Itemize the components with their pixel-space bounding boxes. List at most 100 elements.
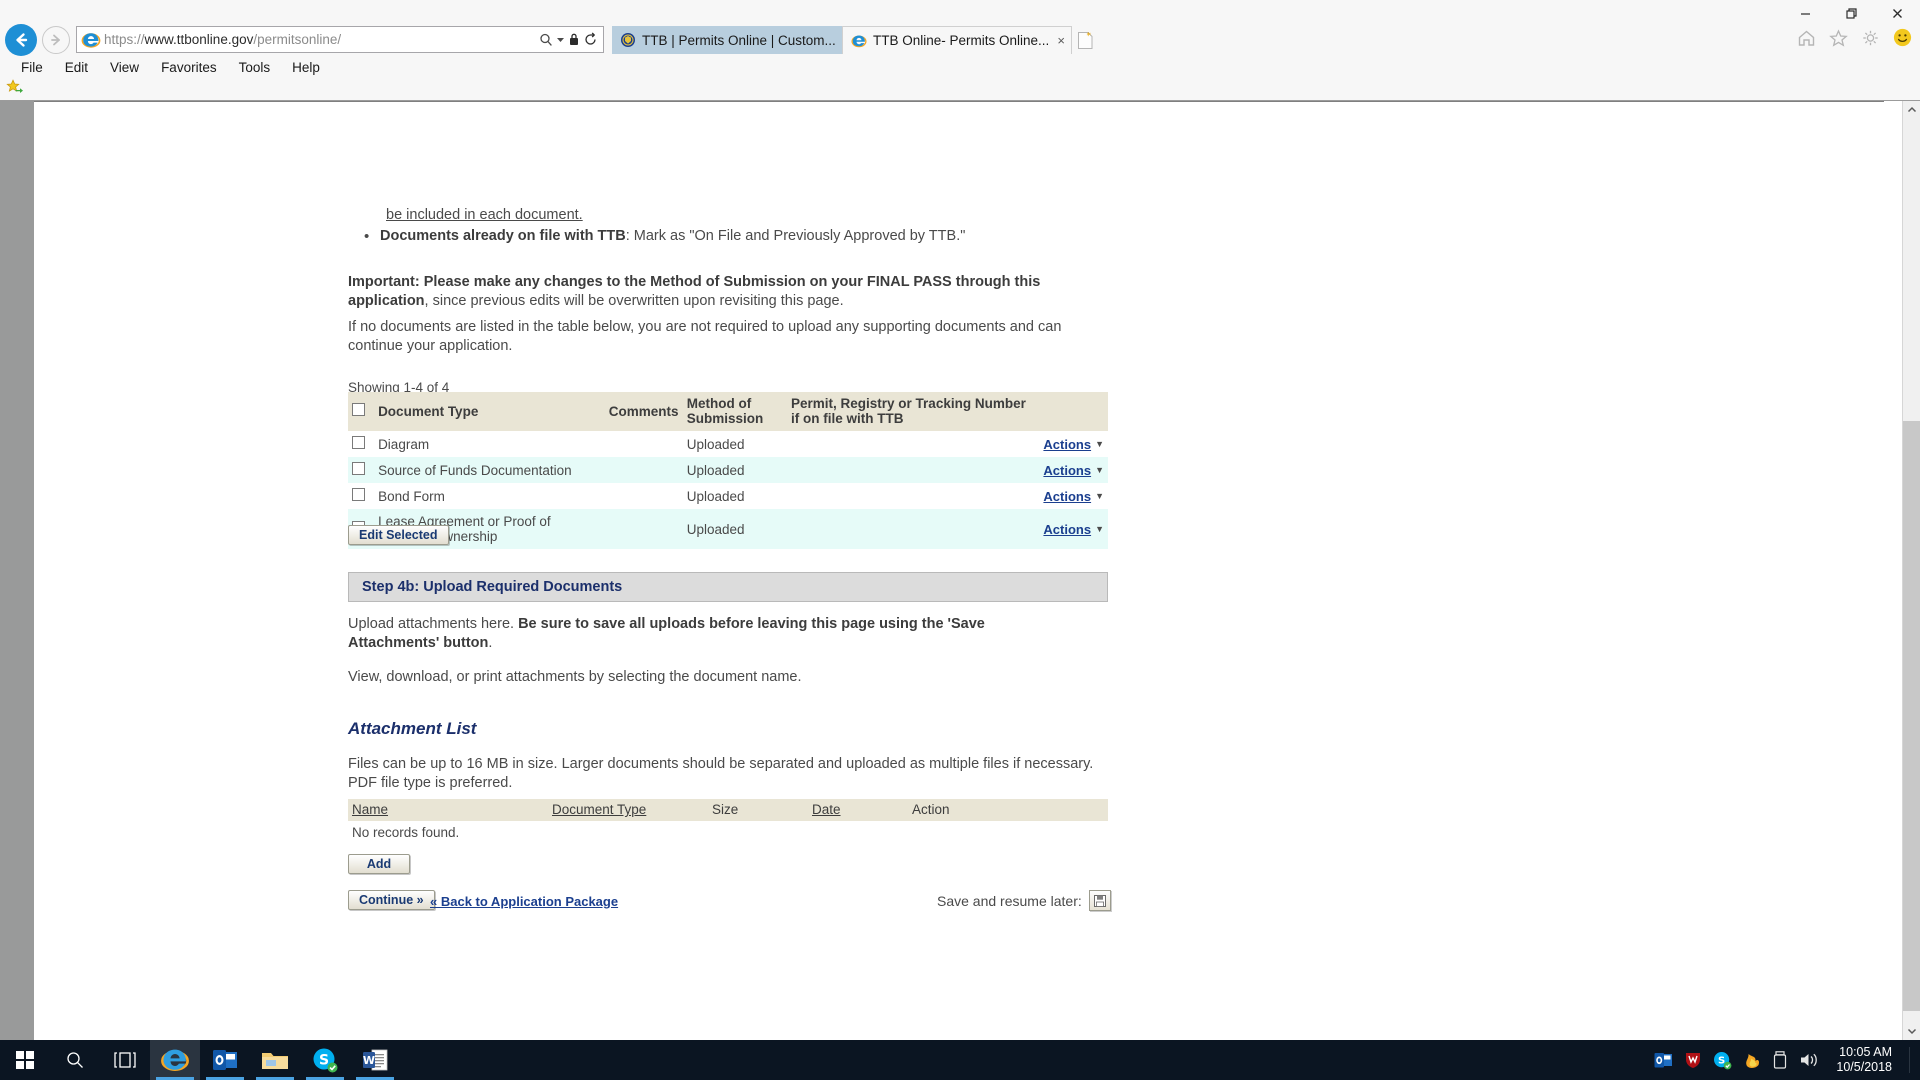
ie-icon [851, 33, 867, 49]
volume-icon[interactable] [1799, 1051, 1819, 1069]
address-bar[interactable]: https://www.ttbonline.gov/permitsonline/ [76, 26, 604, 53]
scroll-down-arrow[interactable] [1903, 1022, 1920, 1040]
footer-decoration [34, 996, 1902, 1040]
floppy-disk-icon[interactable] [1088, 890, 1111, 911]
show-desktop-button[interactable] [1909, 1047, 1910, 1073]
important-rest-text: , since previous edits will be overwritt… [424, 293, 844, 310]
actions-link[interactable]: Actions [1043, 462, 1092, 478]
outlook-tray-icon[interactable] [1654, 1052, 1673, 1069]
search-button[interactable] [50, 1040, 100, 1080]
smiley-feedback-icon[interactable] [1893, 28, 1912, 47]
address-text: https://www.ttbonline.gov/permitsonline/ [104, 32, 341, 47]
upload-note-bold: Be sure to save all uploads before leavi… [348, 616, 985, 652]
close-icon[interactable]: × [1057, 33, 1065, 48]
system-tray: S 10:05 AM 10/5/20 [1654, 1040, 1920, 1080]
attachment-list-title: Attachment List [348, 719, 477, 738]
browser-command-icons [1797, 28, 1912, 47]
bullet-rest-text: : Mark as "On File and Previously Approv… [625, 228, 966, 244]
upload-note-tail: . [488, 635, 493, 652]
gear-icon[interactable] [1861, 29, 1880, 47]
actions-link[interactable]: Actions [1043, 521, 1092, 537]
menu-tools[interactable]: Tools [238, 59, 271, 75]
chevron-down-icon[interactable]: ▼ [1095, 464, 1104, 475]
task-view-button[interactable] [100, 1040, 150, 1080]
back-button[interactable] [5, 24, 37, 56]
outlook-button[interactable] [200, 1040, 250, 1080]
table-row: Lease Agreement or Proof of Property Own… [348, 509, 1108, 550]
menu-help[interactable]: Help [292, 59, 320, 75]
windows-taskbar: S W [0, 1040, 1920, 1080]
cell-document-type: Source of Funds Documentation [378, 462, 572, 478]
mcafee-shield-icon[interactable] [1684, 1051, 1702, 1069]
edit-selected-button[interactable]: Edit Selected [348, 525, 449, 545]
column-comments: Comments [604, 392, 683, 432]
row-checkbox[interactable] [352, 436, 365, 450]
skype-button[interactable]: S [300, 1040, 350, 1080]
column-name[interactable]: Name [348, 799, 548, 821]
internet-explorer-button[interactable] [150, 1040, 200, 1080]
scrollbar-thumb[interactable] [1903, 421, 1920, 1011]
restore-button[interactable] [1828, 0, 1874, 27]
tab-ttb-permits-online-customer[interactable]: TTB | Permits Online | Custom... [612, 26, 842, 54]
menu-view[interactable]: View [110, 59, 140, 75]
menu-favorites[interactable]: Favorites [161, 59, 217, 75]
svg-text:S: S [1718, 1055, 1725, 1066]
row-checkbox[interactable] [352, 462, 365, 476]
actions-link[interactable]: Actions [1043, 488, 1092, 504]
favorites-add-icon[interactable] [6, 78, 24, 100]
favorites-star-icon[interactable] [1829, 28, 1848, 47]
cell-permit-number [787, 431, 1038, 457]
cell-permit-number [787, 483, 1038, 509]
cell-comments [605, 457, 683, 483]
file-explorer-button[interactable] [250, 1040, 300, 1080]
favorites-bar [0, 78, 1920, 101]
cell-comments [605, 509, 683, 549]
refresh-icon[interactable] [583, 32, 598, 47]
select-all-header [348, 392, 375, 432]
minimize-button[interactable] [1782, 0, 1828, 27]
lock-icon[interactable] [567, 32, 581, 47]
select-all-checkbox[interactable] [352, 403, 365, 417]
row-select-cell [348, 431, 374, 457]
usb-drive-icon[interactable] [1773, 1051, 1788, 1069]
address-host: www.ttbonline.gov [144, 32, 254, 47]
column-action: Action [908, 799, 1108, 821]
menu-edit[interactable]: Edit [64, 59, 89, 75]
continue-button[interactable]: Continue » [348, 890, 435, 910]
word-button[interactable]: W [350, 1040, 400, 1080]
upload-note-lead: Upload attachments here. [348, 616, 519, 632]
actions-link[interactable]: Actions [1043, 436, 1092, 452]
flame-icon[interactable] [1743, 1051, 1762, 1070]
new-tab-button[interactable]: * [1072, 26, 1098, 54]
chevron-down-icon[interactable]: ▼ [1095, 438, 1104, 449]
home-icon[interactable] [1797, 29, 1816, 47]
column-date[interactable]: Date [808, 799, 908, 821]
svg-text:S: S [319, 1053, 329, 1069]
chevron-down-icon[interactable]: ▼ [1095, 490, 1104, 501]
vertical-scrollbar[interactable] [1902, 101, 1920, 1040]
cell-permit-number [787, 509, 1038, 549]
taskbar-clock[interactable]: 10:05 AM 10/5/2018 [1836, 1045, 1892, 1075]
column-document-type[interactable]: Document Type [548, 799, 708, 821]
search-icon[interactable] [538, 32, 554, 48]
tab-ttb-online-permits-online[interactable]: TTB Online- Permits Online... × [842, 26, 1072, 54]
skype-tray-icon[interactable]: S [1713, 1051, 1732, 1070]
attachment-list-table: Name Document Type Size Date Action No r… [348, 799, 1108, 844]
column-actions [1037, 392, 1108, 432]
cell-permit-number [787, 457, 1038, 483]
bullet-icon: • [364, 228, 370, 245]
chevron-down-icon[interactable] [556, 35, 565, 44]
add-button[interactable]: Add [348, 854, 410, 874]
scroll-up-arrow[interactable] [1903, 101, 1920, 119]
file-size-note-line2: PDF file type is preferred. [348, 775, 513, 792]
close-button[interactable] [1874, 0, 1920, 27]
cell-method-of-submission: Uploaded [686, 436, 745, 452]
row-checkbox[interactable] [352, 488, 365, 502]
back-to-application-package-link[interactable]: « Back to Application Package [430, 894, 619, 909]
included-in-each-document-link[interactable]: be included in each document. [386, 207, 583, 223]
menu-file[interactable]: File [21, 59, 43, 75]
forward-button[interactable] [42, 26, 70, 54]
row-select-cell [348, 457, 374, 483]
start-button[interactable] [0, 1040, 50, 1080]
chevron-down-icon[interactable]: ▼ [1095, 523, 1104, 534]
